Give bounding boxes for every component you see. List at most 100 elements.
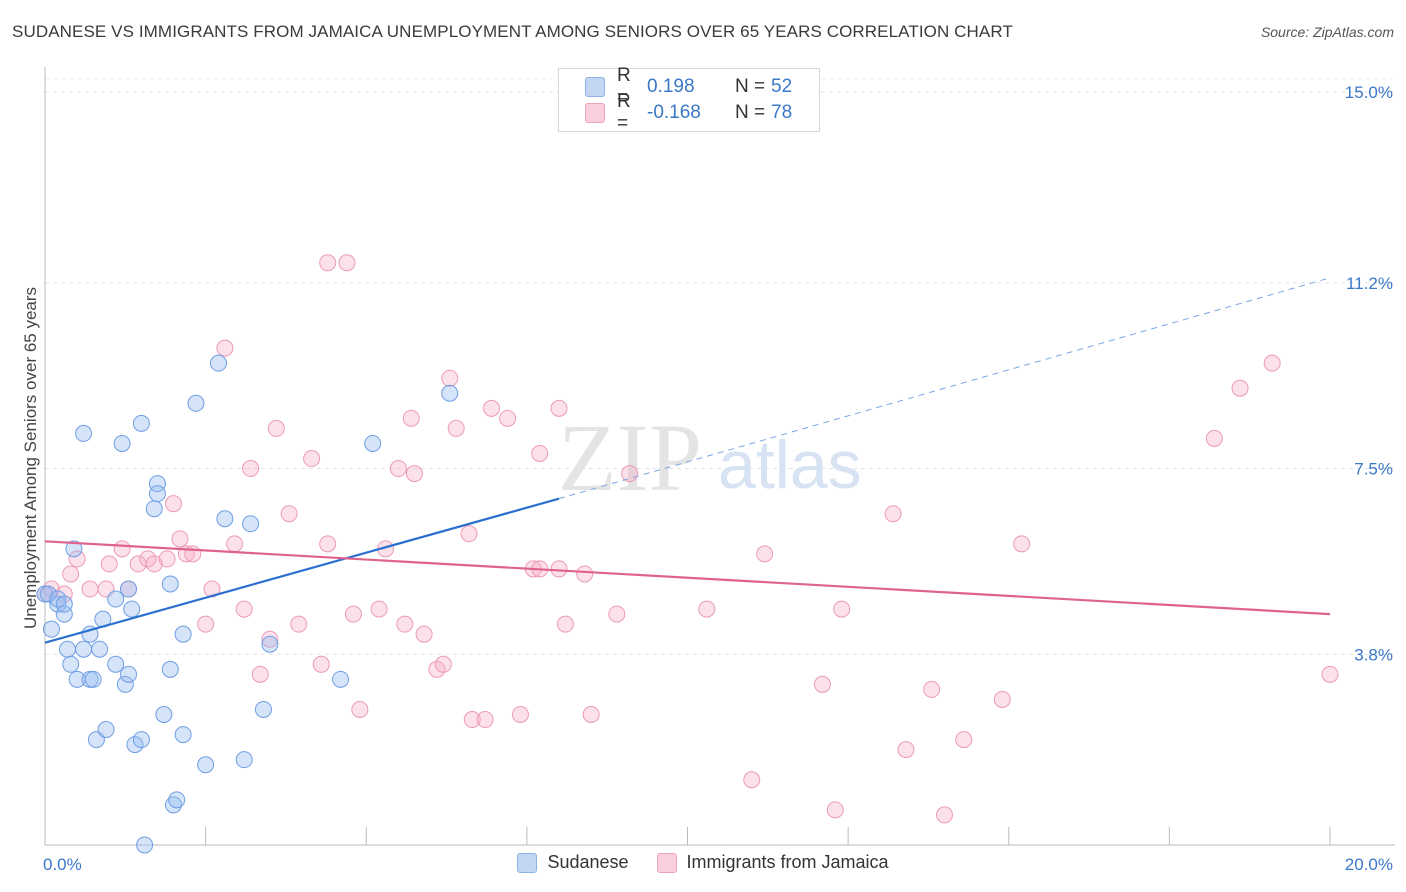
jamaica-point bbox=[197, 615, 215, 633]
series-swatch-sudanese bbox=[517, 852, 538, 873]
jamaica-point bbox=[556, 615, 574, 633]
legend-r-value: -0.168 bbox=[647, 102, 701, 123]
jamaica-point bbox=[955, 731, 973, 749]
series-label-jamaica: Immigrants from Jamaica bbox=[686, 852, 889, 872]
jamaica-point bbox=[113, 540, 131, 558]
sudanese-point bbox=[84, 670, 102, 688]
jamaica-point bbox=[743, 771, 761, 789]
jamaica-point bbox=[813, 675, 831, 693]
jamaica-point bbox=[621, 465, 639, 483]
sudanese-point bbox=[107, 590, 125, 608]
jamaica-point bbox=[62, 565, 80, 583]
sudanese-point bbox=[197, 756, 215, 774]
sudanese-point bbox=[42, 620, 60, 638]
sudanese-point bbox=[75, 640, 93, 658]
sudanese-point bbox=[441, 384, 459, 402]
jamaica-point bbox=[511, 705, 529, 723]
jamaica-point bbox=[158, 550, 176, 568]
jamaica-point bbox=[582, 705, 600, 723]
sudanese-point bbox=[254, 700, 272, 718]
sudanese-points bbox=[36, 354, 459, 854]
jamaica-point bbox=[756, 545, 774, 563]
jamaica-points bbox=[36, 254, 1339, 824]
sudanese-point bbox=[364, 434, 382, 452]
jamaica-point bbox=[68, 550, 86, 568]
sudanese-point bbox=[62, 655, 80, 673]
sudanese-point bbox=[132, 414, 150, 432]
sudanese-point bbox=[55, 595, 73, 613]
y-tick-label: 7.5% bbox=[1354, 460, 1393, 479]
y-tick-label: 3.8% bbox=[1354, 645, 1393, 664]
jamaica-point bbox=[463, 711, 481, 729]
x-tick-label: 0.0% bbox=[43, 855, 82, 874]
sudanese-trend-line bbox=[44, 497, 560, 644]
sudanese-point bbox=[165, 796, 182, 814]
jamaica-point bbox=[280, 505, 298, 523]
jamaica-point bbox=[1321, 665, 1339, 683]
jamaica-point bbox=[1013, 535, 1031, 553]
jamaica-point bbox=[351, 700, 369, 718]
jamaica-point bbox=[415, 625, 433, 643]
jamaica-point bbox=[402, 409, 420, 427]
sudanese-point bbox=[55, 605, 73, 623]
legend-n-value: 78 bbox=[771, 102, 793, 123]
legend-r-value: 0.198 bbox=[647, 76, 695, 97]
legend-row-sudanese: R = 0.198 N = 52 bbox=[585, 65, 792, 108]
jamaica-point bbox=[550, 399, 568, 417]
trend-lines bbox=[44, 277, 1331, 644]
jamaica-point bbox=[242, 460, 260, 478]
jamaica-point bbox=[184, 545, 202, 563]
jamaica-point bbox=[319, 254, 337, 272]
x-tick-label: 20.0% bbox=[1345, 855, 1393, 874]
y-axis-label: Unemployment Among Seniors over 65 years bbox=[21, 287, 40, 629]
jamaica-point bbox=[576, 565, 594, 583]
sudanese-point bbox=[132, 731, 150, 749]
jamaica-point bbox=[100, 555, 118, 573]
sudanese-point bbox=[97, 721, 115, 739]
chart-source: Source: ZipAtlas.com bbox=[1260, 24, 1394, 40]
jamaica-point bbox=[235, 600, 253, 618]
sudanese-point bbox=[116, 675, 134, 693]
series-legend-sudanese: Sudanese bbox=[517, 852, 629, 873]
sudanese-point bbox=[58, 640, 76, 658]
sudanese-point bbox=[235, 751, 253, 769]
legend-r-label: R = bbox=[617, 91, 631, 134]
jamaica-point bbox=[226, 535, 244, 553]
jamaica-point bbox=[833, 600, 851, 618]
watermark: ZIP atlas bbox=[558, 404, 862, 511]
jamaica-point bbox=[884, 505, 902, 523]
jamaica-point bbox=[698, 600, 716, 618]
jamaica-point bbox=[389, 460, 407, 478]
jamaica-point bbox=[826, 801, 844, 819]
sudanese-point bbox=[120, 665, 138, 683]
jamaica-point bbox=[434, 655, 452, 673]
sudanese-point bbox=[148, 485, 166, 503]
jamaica-trend-line bbox=[44, 540, 1331, 616]
series-legend: Sudanese Immigrants from Jamaica bbox=[0, 852, 1406, 873]
sudanese-point bbox=[168, 791, 186, 809]
sudanese-point bbox=[113, 434, 131, 452]
jamaica-point bbox=[923, 680, 941, 698]
jamaica-point bbox=[936, 806, 953, 824]
sudanese-point bbox=[91, 640, 109, 658]
jamaica-point bbox=[396, 615, 414, 633]
sudanese-point bbox=[155, 705, 173, 723]
jamaica-point bbox=[550, 560, 568, 578]
sudanese-point bbox=[161, 660, 179, 678]
sudanese-point bbox=[209, 354, 227, 372]
sudanese-point bbox=[123, 600, 141, 618]
sudanese-point bbox=[161, 575, 179, 593]
jamaica-point bbox=[476, 711, 494, 729]
series-label-sudanese: Sudanese bbox=[547, 852, 629, 872]
watermark-zip: ZIP bbox=[558, 404, 702, 511]
sudanese-point bbox=[261, 635, 279, 653]
jamaica-point bbox=[499, 409, 517, 427]
y-tick-label: 15.0% bbox=[1345, 83, 1393, 102]
legend-n-label: N = bbox=[735, 102, 766, 123]
sudanese-point bbox=[107, 655, 125, 673]
jamaica-point bbox=[370, 600, 388, 618]
legend-swatch-sudanese bbox=[585, 77, 605, 97]
y-tick-label: 11.2% bbox=[1346, 274, 1393, 293]
jamaica-point bbox=[261, 630, 279, 648]
